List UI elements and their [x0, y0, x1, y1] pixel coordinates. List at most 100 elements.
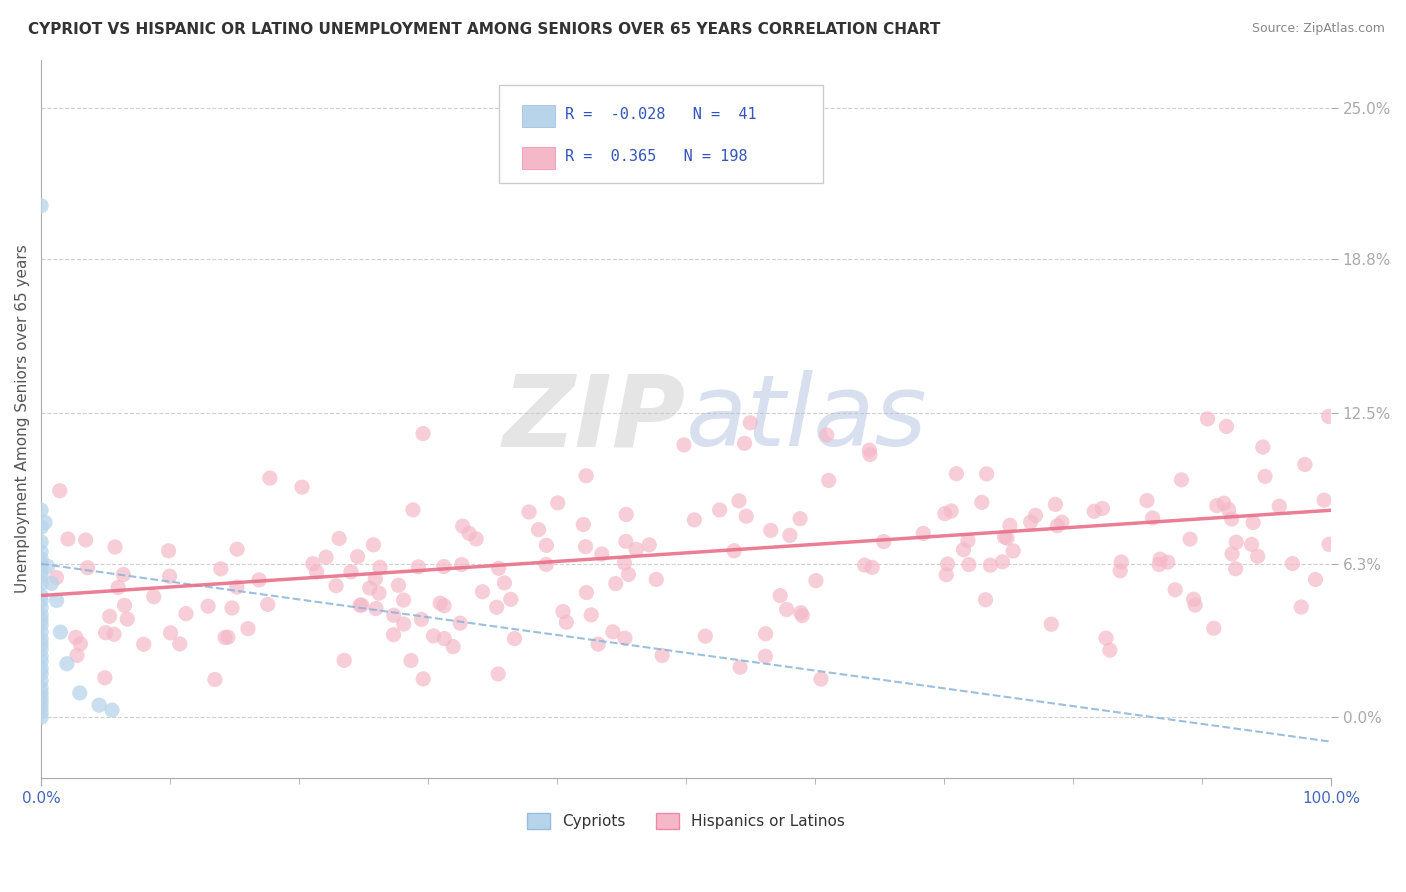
Point	[117, 612, 139, 626]
Point	[392, 617, 415, 632]
Point	[101, 703, 124, 717]
Point	[547, 496, 569, 510]
Point	[1025, 508, 1047, 523]
Point	[755, 626, 778, 640]
Point	[112, 567, 135, 582]
Point	[638, 538, 661, 552]
Point	[1241, 516, 1264, 530]
Point	[853, 558, 876, 573]
Point	[1202, 621, 1225, 635]
Point	[66, 648, 89, 663]
Point	[769, 589, 792, 603]
Point	[956, 533, 979, 548]
Point	[30, 544, 52, 558]
Point	[817, 474, 839, 488]
Point	[488, 561, 510, 575]
Point	[1149, 552, 1171, 566]
Point	[30, 632, 52, 647]
Point	[157, 543, 180, 558]
Point	[65, 631, 87, 645]
Point	[1164, 582, 1187, 597]
Point	[1045, 497, 1067, 511]
Point	[735, 509, 758, 524]
Point	[56, 657, 79, 671]
Point	[575, 585, 598, 599]
Point	[536, 538, 558, 552]
Point	[936, 557, 959, 571]
Point	[104, 540, 127, 554]
Point	[617, 567, 640, 582]
Point	[49, 483, 72, 498]
Point	[30, 696, 52, 710]
Point	[534, 558, 557, 572]
Point	[1109, 564, 1132, 578]
Point	[728, 660, 751, 674]
Point	[328, 532, 350, 546]
Point	[392, 593, 415, 607]
Point	[346, 549, 368, 564]
Point	[1220, 512, 1243, 526]
Point	[402, 503, 425, 517]
Point	[30, 700, 52, 714]
Point	[776, 602, 799, 616]
Point	[449, 616, 471, 631]
Point	[551, 605, 574, 619]
Point	[49, 625, 72, 640]
Point	[1251, 440, 1274, 454]
Point	[1083, 504, 1105, 518]
Point	[995, 531, 1018, 545]
Point	[1254, 469, 1277, 483]
Point	[412, 672, 434, 686]
Point	[429, 596, 451, 610]
Point	[1184, 598, 1206, 612]
Point	[30, 617, 52, 632]
Point	[815, 428, 838, 442]
Point	[1247, 549, 1270, 564]
Point	[1225, 562, 1247, 576]
Point	[291, 480, 314, 494]
Point	[555, 615, 578, 630]
Point	[30, 690, 52, 705]
Point	[503, 632, 526, 646]
Point	[408, 560, 430, 574]
Point	[1095, 631, 1118, 645]
Point	[860, 560, 883, 574]
Point	[723, 543, 745, 558]
Point	[94, 671, 117, 685]
Point	[387, 578, 409, 592]
Point	[302, 557, 325, 571]
Point	[363, 538, 385, 552]
Point	[789, 512, 811, 526]
Point	[993, 530, 1015, 544]
Point	[1317, 537, 1340, 551]
Point	[614, 508, 637, 522]
Point	[30, 706, 52, 720]
Point	[30, 520, 52, 534]
Point	[340, 565, 363, 579]
Point	[1136, 493, 1159, 508]
Point	[412, 426, 434, 441]
Point	[433, 632, 456, 646]
Point	[204, 673, 226, 687]
Point	[970, 495, 993, 509]
Point	[1182, 592, 1205, 607]
Point	[75, 533, 97, 547]
Point	[368, 560, 391, 574]
Point	[209, 562, 232, 576]
Point	[952, 542, 974, 557]
Point	[912, 526, 935, 541]
Point	[30, 666, 52, 681]
Point	[465, 532, 488, 546]
Point	[779, 528, 801, 542]
Y-axis label: Unemployment Among Seniors over 65 years: Unemployment Among Seniors over 65 years	[15, 244, 30, 593]
Point	[30, 557, 52, 571]
Point	[30, 569, 52, 583]
Point	[1317, 409, 1340, 424]
Point	[458, 526, 481, 541]
Point	[142, 590, 165, 604]
Point	[364, 601, 387, 615]
Point	[974, 592, 997, 607]
Point	[1019, 515, 1042, 529]
Point	[359, 581, 381, 595]
Point	[89, 698, 111, 713]
